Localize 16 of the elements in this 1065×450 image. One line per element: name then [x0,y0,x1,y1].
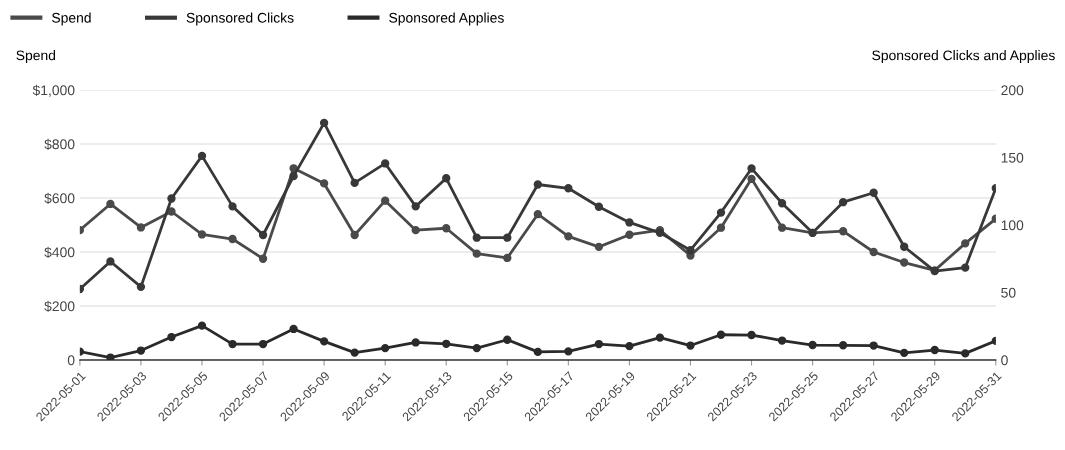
y-tick-label: $1,000 [32,84,75,97]
legend-label: Sponsored Clicks [186,12,294,26]
y-tick-label: $400 [44,246,75,258]
y2-tick-label: 50 [1001,287,1016,298]
y2-axis-title: Sponsored Clicks and Applies [872,50,1055,63]
legend-label: Spend [52,12,91,26]
y-tick-label: 0 [67,355,75,366]
y2-tick-label: 0 [1001,355,1008,366]
y-tick-label: $800 [44,138,75,150]
y2-tick-label: 150 [1001,152,1024,163]
y-tick-label: $600 [44,192,75,204]
y-tick-label: $200 [44,300,75,312]
legend-label: Sponsored Applies [389,12,504,26]
y-axis-title: Spend [16,50,56,63]
y2-tick-label: 200 [1001,85,1024,96]
y2-tick-label: 100 [1001,220,1024,231]
